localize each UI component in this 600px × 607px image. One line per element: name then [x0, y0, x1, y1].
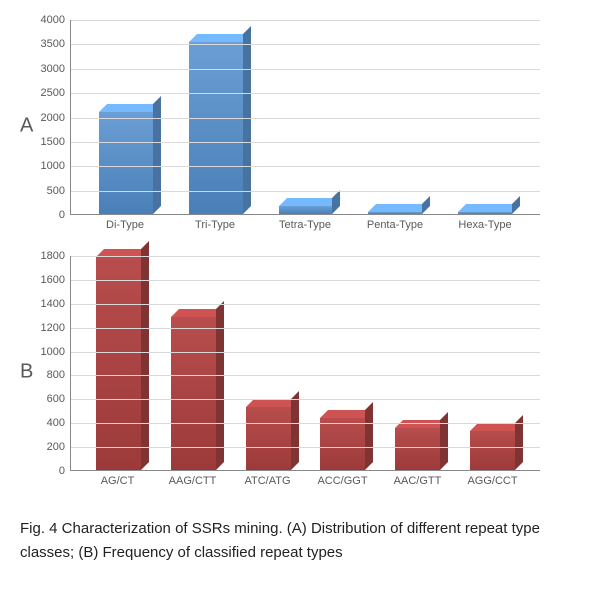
figure-caption: Fig. 4 Characterization of SSRs mining. …: [20, 512, 580, 570]
bar-wrap: [380, 256, 455, 470]
gridline: [71, 352, 540, 353]
gridline: [71, 375, 540, 376]
y-tick-label: 1800: [41, 250, 71, 262]
chart-b-plot: 020040060080010001200140016001800: [70, 256, 540, 471]
bar-top-face: [189, 34, 251, 42]
bar-side-face: [141, 241, 149, 470]
bar: [470, 431, 515, 470]
bar-side-face: [243, 26, 251, 214]
bar: [189, 42, 243, 214]
bar-wrap: [455, 256, 530, 470]
chart-a-xlabels: Di-TypeTri-TypeTetra-TypePenta-TypeHexa-…: [70, 215, 540, 231]
bar-side-face: [153, 96, 161, 214]
chart-a-plot: 05001000150020002500300035004000: [70, 20, 540, 215]
y-tick-label: 1200: [41, 322, 71, 334]
y-tick-label: 500: [47, 185, 71, 197]
bar-side-face: [512, 196, 520, 214]
gridline: [71, 93, 540, 94]
bar-top-face: [99, 104, 161, 112]
gridline: [71, 423, 540, 424]
bar-side-face: [365, 402, 373, 470]
bar: [395, 428, 440, 470]
gridline: [71, 191, 540, 192]
gridline: [71, 166, 540, 167]
gridline: [71, 304, 540, 305]
gridline: [71, 44, 540, 45]
x-tick-label: AGG/CCT: [455, 475, 530, 487]
y-tick-label: 200: [47, 441, 71, 453]
bar-wrap: [156, 256, 231, 470]
bar-side-face: [332, 190, 340, 214]
y-tick-label: 2500: [41, 87, 71, 99]
y-tick-label: 400: [47, 417, 71, 429]
gridline: [71, 118, 540, 119]
y-tick-label: 3500: [41, 38, 71, 50]
bar-wrap: [81, 256, 156, 470]
y-tick-label: 0: [59, 465, 71, 477]
chart-b-block: B 020040060080010001200140016001800 AG/C…: [20, 256, 580, 487]
chart-a-block: A 05001000150020002500300035004000 Di-Ty…: [20, 20, 580, 231]
x-tick-label: AAG/CTT: [155, 475, 230, 487]
gridline: [71, 328, 540, 329]
y-tick-label: 600: [47, 393, 71, 405]
gridline: [71, 69, 540, 70]
y-tick-label: 3000: [41, 63, 71, 75]
bar-side-face: [440, 412, 448, 470]
y-tick-label: 1000: [41, 160, 71, 172]
bar: [99, 112, 153, 214]
chart-b-bars: [71, 256, 540, 470]
x-tick-label: ACC/GGT: [305, 475, 380, 487]
bar-wrap: [305, 256, 380, 470]
chart-a: 05001000150020002500300035004000 Di-Type…: [70, 20, 580, 231]
x-tick-label: Hexa-Type: [440, 219, 530, 231]
chart-b: 020040060080010001200140016001800 AG/CTA…: [70, 256, 580, 487]
bar: [320, 418, 365, 470]
bar: [279, 206, 333, 214]
gridline: [71, 447, 540, 448]
bar-side-face: [291, 391, 299, 470]
bar-top-face: [458, 204, 520, 212]
x-tick-label: ATC/ATG: [230, 475, 305, 487]
x-tick-label: Tetra-Type: [260, 219, 350, 231]
gridline: [71, 280, 540, 281]
x-tick-label: Di-Type: [80, 219, 170, 231]
gridline: [71, 399, 540, 400]
y-tick-label: 800: [47, 369, 71, 381]
chart-b-xlabels: AG/CTAAG/CTTATC/ATGACC/GGTAAC/GTTAGG/CCT: [70, 471, 540, 487]
gridline: [71, 142, 540, 143]
bar: [458, 212, 512, 214]
bar-side-face: [216, 301, 224, 470]
bar-top-face: [368, 204, 430, 212]
bar-wrap: [231, 256, 306, 470]
bar: [96, 257, 141, 470]
panel-label-a: A: [20, 114, 33, 137]
x-tick-label: Penta-Type: [350, 219, 440, 231]
y-tick-label: 1400: [41, 298, 71, 310]
bar: [246, 407, 291, 470]
gridline: [71, 256, 540, 257]
y-tick-label: 4000: [41, 14, 71, 26]
y-tick-label: 1500: [41, 136, 71, 148]
gridline: [71, 20, 540, 21]
bar: [368, 212, 422, 214]
x-tick-label: AG/CT: [80, 475, 155, 487]
y-tick-label: 2000: [41, 112, 71, 124]
x-tick-label: Tri-Type: [170, 219, 260, 231]
bar-side-face: [422, 196, 430, 214]
x-tick-label: AAC/GTT: [380, 475, 455, 487]
y-tick-label: 0: [59, 209, 71, 221]
panel-label-b: B: [20, 360, 33, 383]
y-tick-label: 1600: [41, 274, 71, 286]
y-tick-label: 1000: [41, 346, 71, 358]
